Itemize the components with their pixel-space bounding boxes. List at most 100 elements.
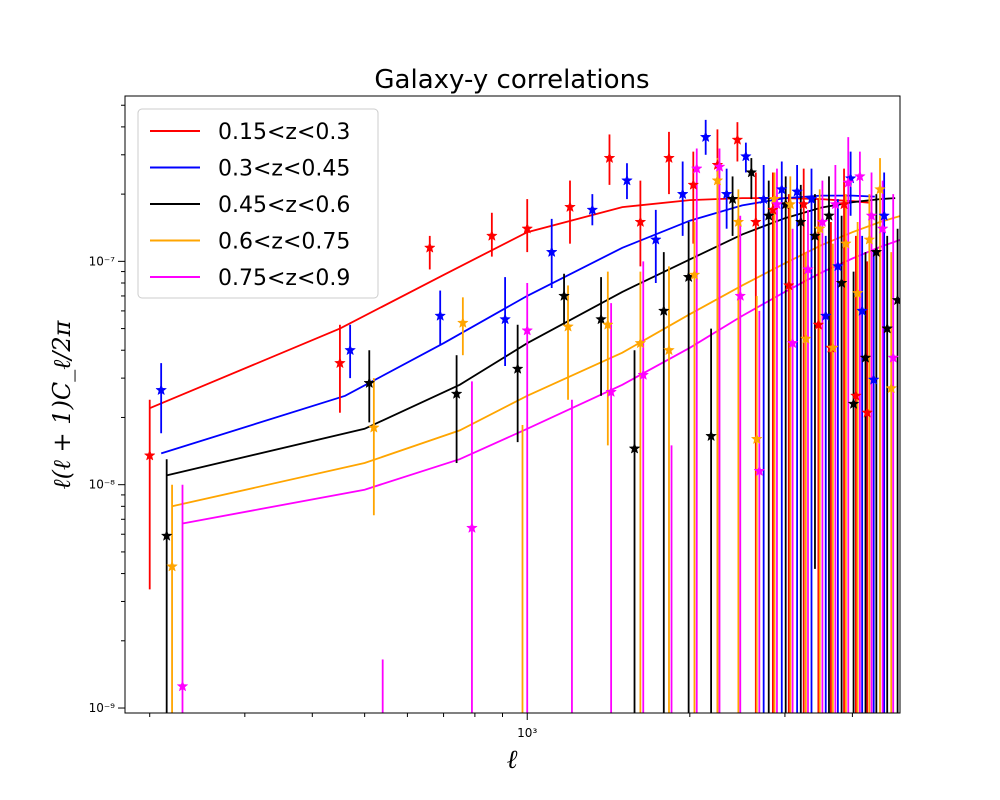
star-marker xyxy=(334,356,346,369)
star-marker xyxy=(775,183,788,195)
star-marker xyxy=(831,260,844,272)
star-marker xyxy=(732,215,745,228)
y-tick-label: 10⁻⁹ xyxy=(89,701,116,715)
star-marker xyxy=(676,187,689,200)
legend-label: 0.6<z<0.75 xyxy=(218,230,350,255)
star-marker xyxy=(637,368,650,380)
y-axis-ticks: 10⁻⁹ 10⁻⁸ 10⁻⁷ xyxy=(89,104,125,715)
star-marker xyxy=(628,442,641,454)
legend-label: 0.75<z<0.9 xyxy=(218,266,350,291)
star-marker xyxy=(856,304,869,316)
star-marker xyxy=(823,209,835,221)
star-marker xyxy=(603,151,616,164)
y-axis-label: ℓ(ℓ + 1)C_ℓ/2π xyxy=(48,319,76,489)
model-curves xyxy=(149,194,900,525)
star-marker xyxy=(663,151,675,164)
star-marker xyxy=(155,383,168,396)
star-marker xyxy=(766,203,779,215)
star-marker xyxy=(865,209,878,221)
star-marker xyxy=(734,289,747,301)
star-marker xyxy=(867,373,880,385)
y-tick-label: 10⁻⁸ xyxy=(89,478,116,492)
star-marker xyxy=(434,309,447,321)
star-marker xyxy=(826,341,839,353)
star-marker xyxy=(768,192,781,205)
star-marker xyxy=(799,332,812,344)
star-marker xyxy=(456,316,469,328)
star-marker xyxy=(562,320,574,332)
data-markers xyxy=(143,130,900,713)
star-marker xyxy=(688,268,701,280)
legend-label: 0.3<z<0.45 xyxy=(218,157,350,182)
star-marker xyxy=(794,215,807,228)
star-marker xyxy=(521,222,534,234)
star-marker xyxy=(176,680,189,692)
star-marker xyxy=(564,200,576,213)
star-marker xyxy=(690,162,703,174)
star-marker xyxy=(160,529,173,541)
legend-label: 0.15<z<0.3 xyxy=(218,120,350,145)
star-marker xyxy=(847,397,860,409)
star-marker xyxy=(634,336,647,349)
star-marker xyxy=(485,229,498,241)
star-marker xyxy=(586,203,599,215)
star-marker xyxy=(861,406,874,418)
star-marker xyxy=(812,318,825,330)
star-marker xyxy=(813,222,826,234)
star-marker xyxy=(605,385,618,398)
star-marker xyxy=(835,276,848,289)
star-marker xyxy=(771,198,783,210)
star-marker xyxy=(601,318,614,330)
star-marker xyxy=(663,344,675,356)
legend-label: 0.45<z<0.6 xyxy=(218,193,350,218)
star-marker xyxy=(805,192,818,205)
star-marker xyxy=(842,176,855,188)
star-marker xyxy=(791,185,804,197)
x-tick-label: 10³ xyxy=(517,726,537,740)
star-marker xyxy=(851,286,864,299)
star-marker xyxy=(363,376,376,389)
star-marker xyxy=(829,198,842,210)
star-marker xyxy=(621,174,633,186)
star-marker xyxy=(849,389,862,401)
star-marker xyxy=(344,344,357,356)
star-marker xyxy=(166,560,178,572)
star-marker xyxy=(657,304,670,316)
star-marker xyxy=(878,209,891,221)
star-marker xyxy=(809,229,821,241)
star-marker xyxy=(731,133,744,145)
star-marker xyxy=(143,449,156,461)
star-marker xyxy=(891,293,900,306)
star-marker xyxy=(753,464,766,477)
star-marker xyxy=(750,432,763,445)
star-marker xyxy=(699,130,712,143)
star-marker xyxy=(819,309,832,321)
star-marker xyxy=(816,215,829,228)
star-marker xyxy=(739,150,752,162)
star-marker xyxy=(705,429,718,442)
star-marker xyxy=(876,222,889,234)
star-marker xyxy=(711,174,724,186)
star-marker xyxy=(786,336,799,349)
star-marker xyxy=(885,382,898,394)
star-marker xyxy=(863,233,876,245)
model-line xyxy=(149,197,870,410)
star-marker xyxy=(749,215,762,228)
x-axis-ticks: 10³ xyxy=(149,713,853,740)
star-marker xyxy=(874,183,886,195)
star-marker xyxy=(881,322,894,334)
star-marker xyxy=(545,245,558,258)
star-marker xyxy=(745,166,758,178)
star-marker xyxy=(595,313,607,325)
star-marker xyxy=(423,241,436,253)
star-marker xyxy=(713,160,726,172)
star-marker xyxy=(757,192,770,205)
star-marker xyxy=(762,209,775,221)
star-marker xyxy=(887,351,900,363)
star-marker xyxy=(649,233,662,245)
star-marker xyxy=(687,178,700,190)
star-marker xyxy=(797,198,810,210)
star-marker xyxy=(466,521,478,533)
star-marker xyxy=(839,237,852,249)
